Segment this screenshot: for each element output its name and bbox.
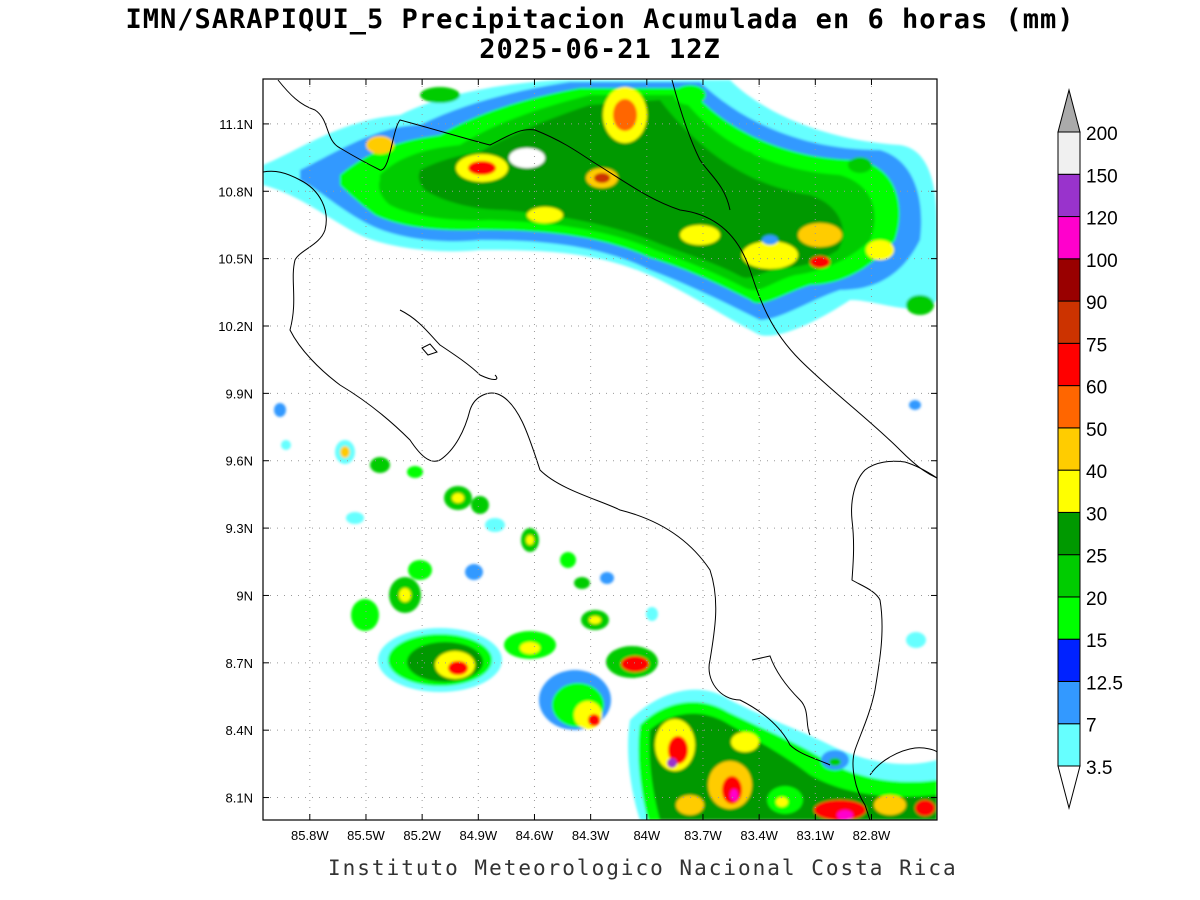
colorbar-max-arrow bbox=[1057, 88, 1081, 133]
pacific-coast-north bbox=[263, 170, 831, 766]
colorbar-level-label: 200 bbox=[1086, 124, 1118, 145]
map-axes: 85.8W 85.5W 85.2W 84.9W 84.6W 84.3W 84W 83.7W 83… bbox=[218, 79, 937, 843]
colorbar-swatch bbox=[1057, 680, 1081, 725]
plot-frame bbox=[262, 78, 938, 821]
colorbar-swatch bbox=[1057, 638, 1081, 682]
colorbar-level-label: 3.5 bbox=[1086, 758, 1112, 779]
colorbar-swatch bbox=[1057, 596, 1081, 640]
colorbar-swatch bbox=[1057, 427, 1081, 471]
colorbar-level-label: 20 bbox=[1086, 589, 1107, 610]
lat-tick-label: 8.7N bbox=[226, 656, 253, 671]
lat-tick-label: 10.2N bbox=[218, 319, 253, 334]
lon-tick-label: 84W bbox=[633, 828, 660, 843]
colorbar-swatch bbox=[1057, 258, 1081, 302]
colorbar-level-label: 50 bbox=[1086, 420, 1107, 441]
lat-tick-label: 8.4N bbox=[226, 723, 253, 738]
lon-tick-label: 83.4W bbox=[740, 828, 778, 843]
golfo-dulce bbox=[751, 655, 811, 736]
colorbar-level-label: 60 bbox=[1086, 378, 1107, 399]
colorbar-swatch bbox=[1057, 723, 1081, 767]
colorbar-swatch bbox=[1057, 554, 1081, 598]
lon-tick-label: 83.1W bbox=[797, 828, 835, 843]
nicoya-coast bbox=[399, 309, 498, 380]
colorbar-swatch bbox=[1057, 511, 1081, 556]
colorbar-swatch bbox=[1057, 342, 1081, 387]
lon-tick-label: 85.5W bbox=[347, 828, 385, 843]
panama-border bbox=[851, 460, 937, 820]
colorbar-swatch bbox=[1057, 131, 1081, 175]
colorbar-swatch bbox=[1057, 216, 1081, 260]
colorbar-level-label: 7 bbox=[1086, 716, 1097, 737]
rain-band-south bbox=[628, 689, 937, 820]
colorbar-level-label: 30 bbox=[1086, 504, 1107, 525]
lat-tick-label: 9.6N bbox=[226, 454, 253, 469]
lon-tick-label: 85.8W bbox=[291, 828, 329, 843]
colorbar-level-label: 90 bbox=[1086, 293, 1107, 314]
colorbar-level-label: 40 bbox=[1086, 462, 1107, 483]
colorbar-level-label: 150 bbox=[1086, 166, 1118, 187]
lat-tick-label: 9N bbox=[236, 588, 253, 603]
colorbar-swatch bbox=[1057, 173, 1081, 218]
lon-tick-label: 85.2W bbox=[403, 828, 441, 843]
colorbar-swatch bbox=[1057, 385, 1081, 429]
colorbar-level-label: 12.5 bbox=[1086, 673, 1123, 694]
graticule bbox=[263, 79, 937, 820]
colorbar-swatch bbox=[1057, 300, 1081, 344]
colorbar: 3.5 7 12.5 15 20 25 30 40 50 60 75 90 100 120 150 200 bbox=[1057, 88, 1123, 810]
colorbar-level-label: 75 bbox=[1086, 335, 1107, 356]
lon-tick-label: 83.7W bbox=[684, 828, 722, 843]
lon-tick-label: 84.9W bbox=[460, 828, 498, 843]
lon-tick-label: 84.6W bbox=[516, 828, 554, 843]
lat-tick-label: 9.3N bbox=[226, 521, 253, 536]
rain-cells-pacific bbox=[274, 400, 926, 730]
lat-tick-label: 10.8N bbox=[218, 184, 253, 199]
colorbar-level-label: 120 bbox=[1086, 209, 1118, 230]
coastlines bbox=[263, 79, 937, 820]
footer-credit: Instituto Meteorologico Nacional Costa R… bbox=[328, 856, 958, 880]
colorbar-swatch bbox=[1057, 469, 1081, 513]
nicaragua-border bbox=[277, 79, 937, 479]
lat-tick-label: 9.9N bbox=[226, 386, 253, 401]
map-valid-time: 2025-06-21 12Z bbox=[479, 34, 721, 65]
colorbar-level-label: 15 bbox=[1086, 631, 1107, 652]
lat-tick-label: 11.1N bbox=[219, 117, 253, 132]
map-title: IMN/SARAPIQUI_5 Precipitacion Acumulada … bbox=[125, 4, 1075, 35]
lat-tick-label: 10.5N bbox=[218, 252, 253, 267]
gulf-island bbox=[421, 343, 438, 356]
colorbar-level-label: 100 bbox=[1086, 251, 1118, 272]
lon-tick-label: 84.3W bbox=[572, 828, 610, 843]
colorbar-min-arrow bbox=[1057, 765, 1081, 810]
lon-tick-label: 82.8W bbox=[853, 828, 891, 843]
burica-peninsula bbox=[869, 747, 937, 776]
nicaragua-caribbean-coast bbox=[671, 79, 731, 211]
precipitation-field bbox=[263, 80, 937, 820]
rain-band-north bbox=[263, 80, 937, 336]
colorbar-level-label: 25 bbox=[1086, 547, 1107, 568]
lat-tick-label: 8.1N bbox=[226, 791, 253, 806]
